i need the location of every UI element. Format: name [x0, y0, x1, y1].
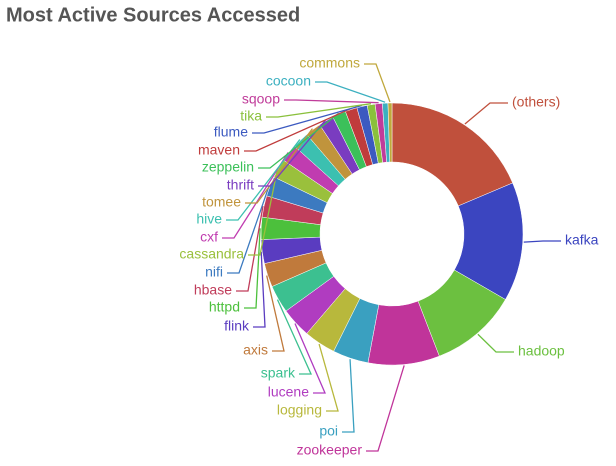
slice-label: nifi	[205, 264, 223, 280]
leader-line	[294, 323, 326, 394]
slice-label: tika	[240, 108, 262, 124]
leader-line	[245, 128, 313, 204]
slice-label: kafka	[565, 232, 599, 248]
slice-label: flink	[224, 318, 250, 334]
slice-label: lucene	[268, 384, 309, 400]
slice-label: hbase	[194, 282, 232, 298]
leader-line	[226, 139, 301, 221]
leader-line	[248, 167, 279, 256]
leader-line	[342, 359, 355, 433]
slice-label: axis	[243, 342, 268, 358]
leader-line	[266, 275, 285, 352]
slice-label: httpd	[209, 299, 240, 315]
slice-label: hadoop	[518, 343, 565, 359]
slice-label: spark	[261, 365, 296, 381]
leader-line	[315, 81, 386, 103]
slice-label: poi	[319, 423, 338, 439]
leader-line	[284, 99, 379, 104]
slice-label: zookeeper	[297, 442, 363, 458]
slice-label: cxf	[200, 229, 218, 245]
slice-label: cassandra	[179, 246, 244, 262]
leader-line	[477, 333, 514, 353]
leader-line	[266, 103, 372, 118]
leader-line	[523, 240, 561, 243]
slice-label: flume	[214, 124, 248, 140]
slice-label: cocoon	[266, 73, 311, 89]
leader-line	[258, 119, 327, 187]
leader-line	[236, 206, 264, 292]
leader-line	[276, 299, 313, 375]
slice-label: (others)	[512, 94, 560, 110]
slice-label: thrift	[227, 177, 254, 193]
leader-line	[222, 152, 289, 239]
leader-line	[253, 251, 266, 328]
leader-line	[464, 102, 508, 125]
leader-line	[227, 185, 270, 274]
slice-label: zeppelin	[202, 159, 254, 175]
slice-label: hive	[196, 211, 222, 227]
leader-line	[366, 365, 405, 452]
leader-line	[244, 107, 352, 152]
leader-line	[318, 343, 339, 412]
leader-line	[258, 112, 340, 169]
leader-line	[364, 63, 391, 103]
slice-label: tomee	[202, 194, 241, 210]
slice-label: commons	[299, 55, 360, 71]
slice-label: sqoop	[242, 91, 280, 107]
slice-label: logging	[277, 402, 322, 418]
slice	[387, 102, 393, 163]
chart-title: Most Active Sources Accessed	[6, 4, 300, 26]
slice-label: maven	[198, 142, 240, 158]
slice	[391, 102, 513, 207]
leader-line	[252, 104, 362, 134]
